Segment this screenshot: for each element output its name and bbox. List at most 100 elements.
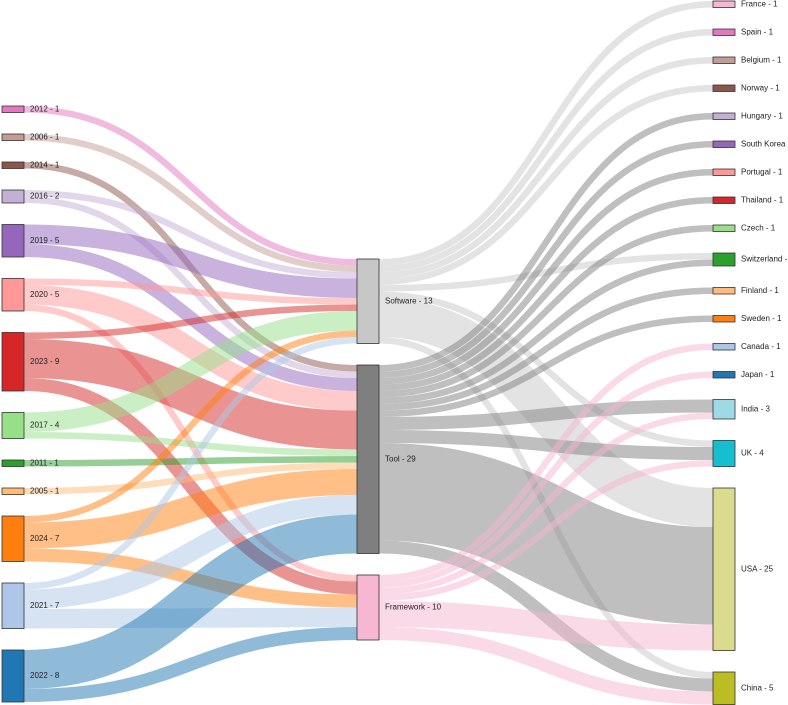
node <box>1 649 25 703</box>
node-label: South Korea - 1 <box>741 139 788 148</box>
link <box>23 304 358 339</box>
node-label: Belgium - 1 <box>741 55 782 64</box>
node <box>712 0 736 8</box>
link <box>23 196 358 378</box>
link <box>378 399 714 430</box>
link <box>378 85 714 285</box>
link <box>378 412 714 595</box>
node <box>356 258 380 344</box>
link <box>23 311 358 432</box>
link <box>23 337 358 590</box>
link <box>378 169 714 385</box>
link <box>23 432 358 456</box>
node <box>712 287 736 295</box>
node-label: 2024 - 7 <box>30 534 60 543</box>
node <box>1 133 25 141</box>
node <box>1 105 25 113</box>
link <box>23 190 358 279</box>
node-label: USA - 25 <box>741 564 774 573</box>
node <box>1 459 25 467</box>
node <box>712 112 736 120</box>
node-label: Canada - 1 <box>741 342 781 351</box>
node <box>356 364 380 554</box>
node <box>1 278 25 312</box>
link <box>378 601 714 651</box>
node-label: Framework - 10 <box>385 603 442 612</box>
node-label: Software - 13 <box>385 296 433 305</box>
node <box>712 168 736 176</box>
node-label: Hungary - 1 <box>741 111 783 120</box>
node-label: France - 1 <box>741 0 778 8</box>
link <box>23 134 358 272</box>
link <box>378 430 714 460</box>
link <box>378 460 714 601</box>
link <box>23 627 358 702</box>
node <box>712 487 736 651</box>
node <box>712 84 736 92</box>
node-label: Finland - 1 <box>741 286 779 295</box>
node-label: UK - 4 <box>741 449 764 458</box>
link <box>378 113 714 372</box>
node-label: 2006 - 1 <box>30 132 60 141</box>
node-label: Thailand - 1 <box>741 195 784 204</box>
node-label: India - 3 <box>741 404 770 413</box>
node-label: Japan - 1 <box>741 370 775 379</box>
node-label: 2021 - 7 <box>30 601 60 610</box>
node-label: 2022 - 8 <box>30 671 60 680</box>
link <box>378 627 714 705</box>
node-label: 2016 - 2 <box>30 192 60 201</box>
node <box>712 671 736 705</box>
node-label: 2011 - 1 <box>30 458 59 467</box>
link <box>378 287 714 411</box>
node-label: 2019 - 5 <box>30 236 60 245</box>
node-label: 2023 - 9 <box>30 357 60 366</box>
node <box>1 582 25 629</box>
link <box>378 57 714 279</box>
node <box>1 487 25 495</box>
node-label: Czech - 1 <box>741 223 776 232</box>
node <box>712 315 736 323</box>
node-label: Sweden - 1 <box>741 314 782 323</box>
link <box>23 244 358 391</box>
node <box>712 140 736 148</box>
node-label: China - 5 <box>741 683 774 692</box>
link <box>378 1 714 266</box>
link <box>378 29 714 272</box>
node <box>356 574 380 641</box>
link <box>23 285 358 411</box>
node-label: Spain - 1 <box>741 27 774 36</box>
node-label: 2005 - 1 <box>30 486 60 495</box>
link <box>23 339 358 450</box>
node <box>712 371 736 379</box>
node <box>712 56 736 64</box>
node <box>1 161 25 169</box>
node-label: 2017 - 4 <box>30 421 60 430</box>
link <box>378 197 714 391</box>
link <box>23 330 358 523</box>
link <box>378 141 714 378</box>
node <box>1 412 25 439</box>
node-label: Portugal - 1 <box>741 167 783 176</box>
link <box>23 224 358 298</box>
node <box>712 196 736 204</box>
node-label: Norway - 1 <box>741 83 780 92</box>
node <box>712 28 736 36</box>
node-label: Tool - 29 <box>385 454 416 463</box>
link <box>23 469 358 549</box>
node <box>1 224 25 258</box>
link <box>378 315 714 417</box>
link <box>23 106 358 266</box>
link <box>23 495 358 609</box>
link <box>378 225 714 398</box>
node-label: 2014 - 1 <box>30 160 60 169</box>
node <box>712 440 736 467</box>
node-label: Switzerland - 2 <box>741 255 788 264</box>
link <box>378 371 714 588</box>
node <box>712 252 736 267</box>
link <box>378 343 714 582</box>
node-label: 2012 - 1 <box>30 104 60 113</box>
node <box>1 332 25 392</box>
link <box>23 378 358 595</box>
